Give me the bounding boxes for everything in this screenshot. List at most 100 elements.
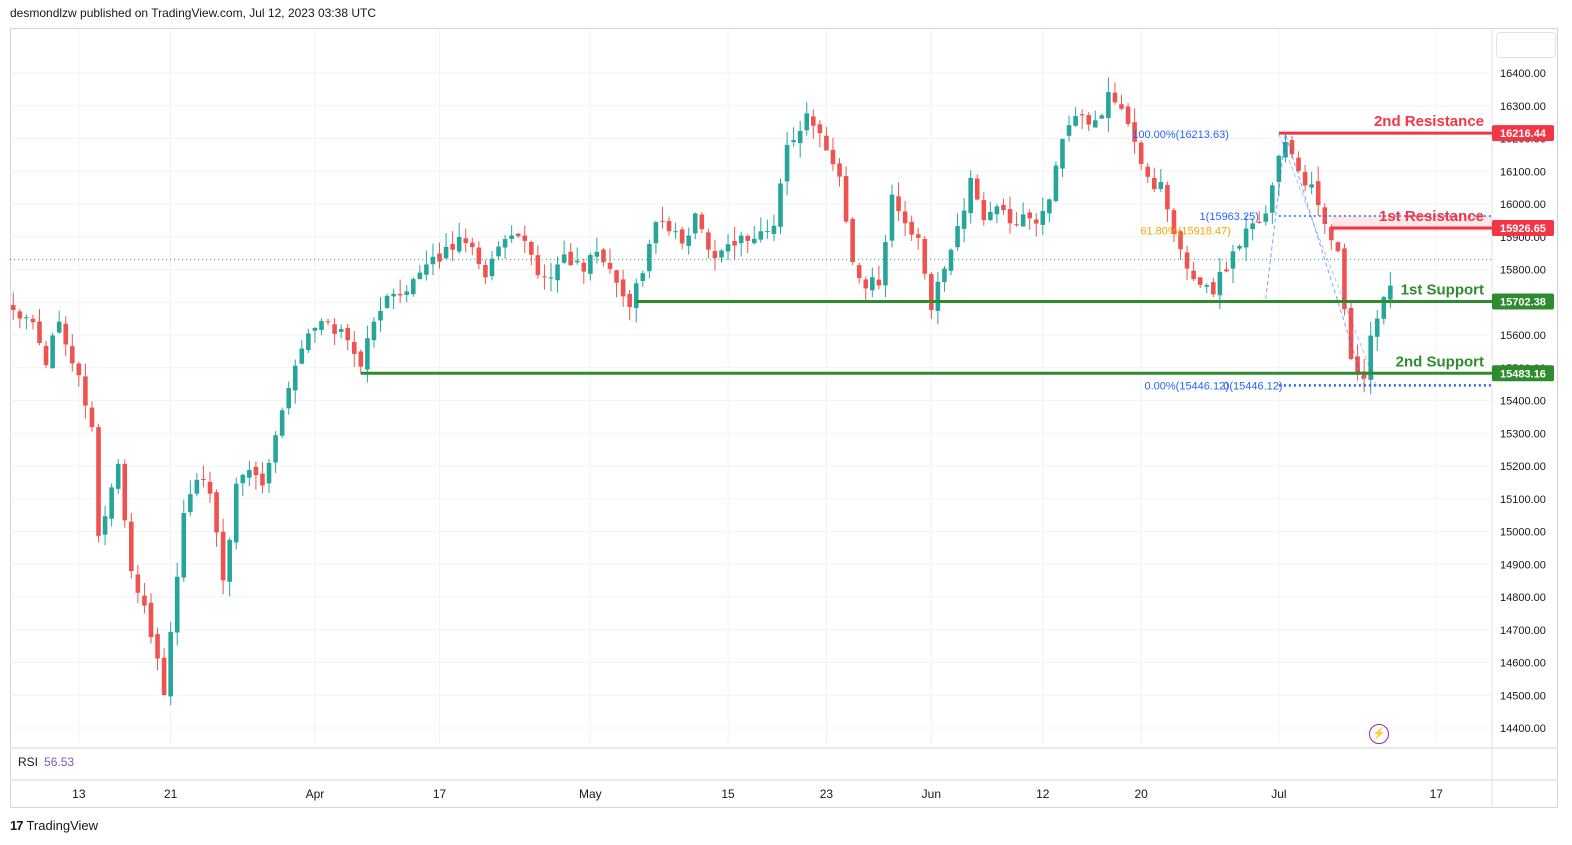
candle-body bbox=[607, 262, 613, 269]
y-tick-label: 14500.00 bbox=[1500, 690, 1546, 702]
candle-body bbox=[351, 342, 357, 354]
lightning-icon[interactable]: ⚡ bbox=[1369, 724, 1389, 744]
candle-body bbox=[850, 218, 855, 262]
candle-body bbox=[247, 469, 252, 478]
candle-body bbox=[889, 194, 895, 241]
candle-body bbox=[660, 220, 665, 222]
candle-body bbox=[89, 407, 95, 428]
candle-body bbox=[443, 246, 449, 259]
candle-body bbox=[751, 238, 757, 244]
x-tick-label: 17 bbox=[1430, 787, 1444, 801]
y-tick-label: 14800.00 bbox=[1500, 592, 1546, 604]
fib-label: 0(15446.12) bbox=[1223, 380, 1282, 392]
chart-frame[interactable] bbox=[10, 28, 1558, 808]
candle-body bbox=[1158, 182, 1164, 189]
candle-body bbox=[391, 293, 396, 297]
candle-body bbox=[929, 274, 934, 310]
candle-body bbox=[588, 254, 593, 274]
candle-body bbox=[1119, 104, 1124, 109]
level-price-label: 15926.65 bbox=[1500, 223, 1546, 235]
candle-body bbox=[529, 241, 534, 255]
candle-body bbox=[601, 249, 606, 263]
candle-body bbox=[24, 317, 29, 319]
candle-body bbox=[515, 233, 521, 237]
candle-body bbox=[181, 513, 187, 578]
x-tick-label: 17 bbox=[433, 787, 447, 801]
candle-body bbox=[679, 229, 685, 244]
candle-body bbox=[424, 264, 429, 275]
candle-body bbox=[1256, 221, 1262, 223]
candle-body bbox=[948, 249, 954, 271]
candle-body bbox=[574, 260, 580, 263]
candle-body bbox=[227, 539, 232, 582]
candle-body bbox=[955, 226, 960, 248]
candle-body bbox=[633, 283, 639, 308]
fib-trend bbox=[1278, 133, 1378, 388]
y-tick-label: 14700.00 bbox=[1500, 625, 1546, 637]
candle-body bbox=[358, 351, 364, 367]
candle-body bbox=[1060, 138, 1065, 169]
candle-body bbox=[201, 478, 206, 480]
candle-body bbox=[1315, 181, 1321, 206]
candle-body bbox=[863, 279, 869, 289]
candle-body bbox=[135, 574, 141, 593]
y-tick-label: 15000.00 bbox=[1500, 527, 1546, 539]
candle-body bbox=[496, 246, 501, 257]
candle-body bbox=[1309, 184, 1314, 188]
candle-body bbox=[122, 463, 128, 521]
candle-body bbox=[974, 178, 980, 200]
tradingview-footer[interactable]: 17 TradingView bbox=[10, 818, 98, 833]
candle-body bbox=[102, 516, 108, 535]
y-tick-label: 16000.00 bbox=[1500, 199, 1546, 211]
rsi-value: 56.53 bbox=[44, 755, 75, 769]
candle-body bbox=[1296, 157, 1301, 171]
y-tick-label: 15300.00 bbox=[1500, 428, 1546, 440]
candle-body bbox=[758, 231, 764, 240]
candle-body bbox=[161, 657, 167, 695]
candle-body bbox=[1001, 204, 1006, 211]
candle-body bbox=[784, 144, 790, 182]
candle-body bbox=[155, 634, 160, 659]
candle-body bbox=[1079, 114, 1085, 116]
candle-body bbox=[1224, 269, 1229, 272]
candle-body bbox=[843, 176, 849, 222]
candle-body bbox=[1073, 116, 1078, 126]
candle-body bbox=[338, 328, 344, 332]
candle-body bbox=[129, 521, 134, 572]
x-tick-label: 21 bbox=[164, 787, 178, 801]
chart-settings-box[interactable] bbox=[1496, 32, 1556, 58]
candle-body bbox=[719, 250, 724, 258]
candle-body bbox=[483, 265, 488, 278]
candle-body bbox=[325, 321, 331, 323]
candle-body bbox=[535, 255, 541, 276]
candle-body bbox=[50, 335, 55, 369]
candle-body bbox=[568, 251, 573, 266]
candle-body bbox=[470, 242, 475, 248]
candle-body bbox=[312, 327, 318, 331]
candle-body bbox=[548, 277, 554, 279]
candle-body bbox=[922, 238, 928, 274]
candle-body bbox=[220, 531, 226, 581]
candle-body bbox=[233, 483, 239, 543]
candle-body bbox=[1086, 115, 1092, 125]
candle-body bbox=[463, 238, 469, 244]
x-tick-label: Jun bbox=[922, 787, 941, 801]
candle-body bbox=[115, 463, 121, 489]
candle-body bbox=[902, 211, 908, 224]
candle-body bbox=[791, 140, 796, 143]
candle-body bbox=[725, 244, 731, 252]
candle-body bbox=[594, 251, 600, 257]
candle-body bbox=[384, 295, 390, 308]
candle-body bbox=[306, 333, 311, 351]
candle-body bbox=[961, 210, 967, 229]
candle-body bbox=[109, 487, 114, 519]
publisher-caption: desmondlzw published on TradingView.com,… bbox=[10, 6, 376, 20]
level-price-tag bbox=[1492, 293, 1554, 310]
fib-label: 100.00%(16213.63) bbox=[1132, 129, 1229, 141]
candle-body bbox=[1263, 213, 1269, 222]
candle-body bbox=[1106, 92, 1111, 119]
level-name: 1st Resistance bbox=[1379, 208, 1484, 225]
candle-body bbox=[1191, 270, 1196, 280]
candle-body bbox=[1125, 106, 1131, 124]
